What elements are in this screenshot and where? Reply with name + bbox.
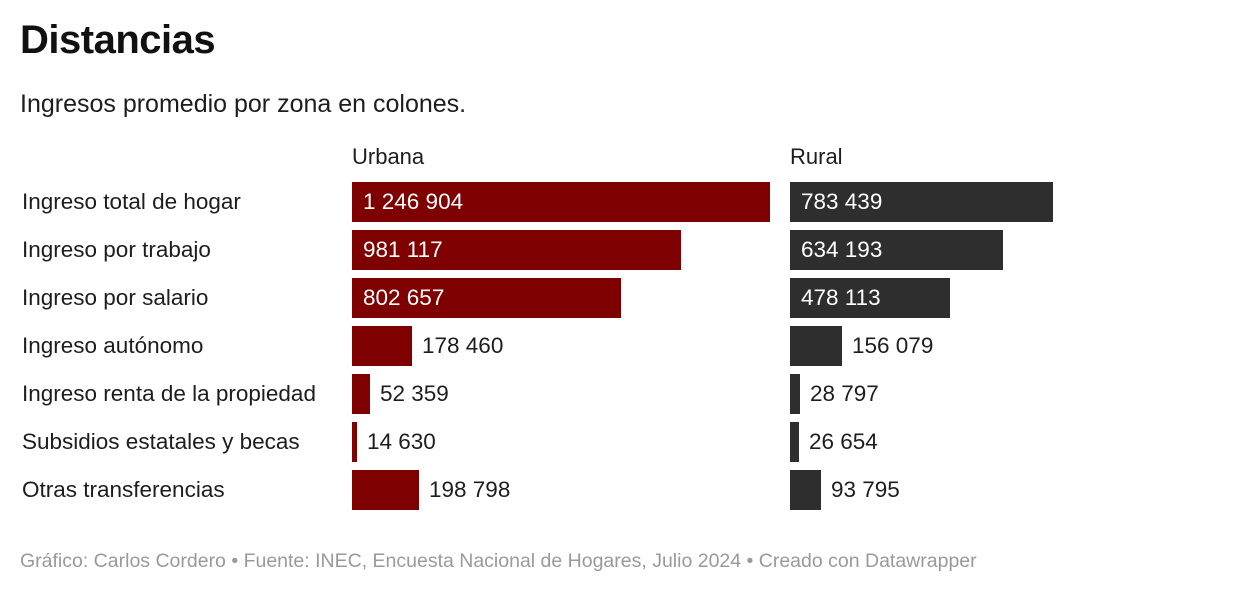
row-label: Subsidios estatales y becas xyxy=(22,429,300,454)
bar-urbana xyxy=(352,422,357,462)
bar-rural xyxy=(790,374,800,414)
row-label: Ingreso por trabajo xyxy=(22,237,211,262)
chart-title: Distancias xyxy=(20,18,216,62)
value-label-urbana: 1 246 904 xyxy=(363,189,464,214)
value-label-rural: 156 079 xyxy=(852,333,934,358)
row-label: Ingreso total de hogar xyxy=(22,189,241,214)
bar-urbana xyxy=(352,326,412,366)
row-label: Ingreso renta de la propiedad xyxy=(22,381,316,406)
bar-urbana xyxy=(352,230,681,270)
bar-rural xyxy=(790,470,821,510)
bar-urbana xyxy=(352,278,621,318)
value-label-urbana: 178 460 xyxy=(422,333,504,358)
series-header-urbana: Urbana xyxy=(352,144,425,169)
series-header-rural: Rural xyxy=(790,144,843,169)
bar-urbana xyxy=(352,182,770,222)
row-label: Otras transferencias xyxy=(22,477,225,502)
value-label-rural: 478 113 xyxy=(801,285,881,310)
bar-rural xyxy=(790,422,799,462)
bar-urbana xyxy=(352,374,370,414)
value-label-rural: 26 654 xyxy=(809,429,878,454)
value-label-urbana: 14 630 xyxy=(367,429,436,454)
value-label-rural: 783 439 xyxy=(801,189,883,214)
value-label-urbana: 198 798 xyxy=(429,477,511,502)
row-label: Ingreso por salario xyxy=(22,285,209,310)
value-label-urbana: 52 359 xyxy=(380,381,449,406)
bar-urbana xyxy=(352,470,419,510)
bar-rural xyxy=(790,230,1003,270)
row-label: Ingreso autónomo xyxy=(22,333,204,358)
value-label-rural: 634 193 xyxy=(801,237,883,262)
bar-rural xyxy=(790,326,842,366)
value-label-rural: 93 795 xyxy=(831,477,900,502)
bar-rural xyxy=(790,182,1053,222)
value-label-rural: 28 797 xyxy=(810,381,879,406)
chart-footer: Gráfico: Carlos Cordero • Fuente: INEC, … xyxy=(20,550,977,572)
value-label-urbana: 981 117 xyxy=(363,237,443,262)
value-label-urbana: 802 657 xyxy=(363,285,445,310)
bar-rural xyxy=(790,278,950,318)
chart-subtitle: Ingresos promedio por zona en colones. xyxy=(20,90,467,118)
